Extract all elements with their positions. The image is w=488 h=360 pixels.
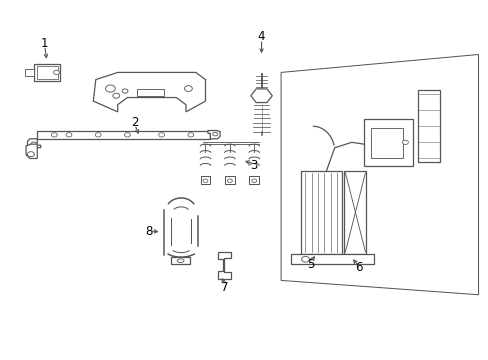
Bar xyxy=(200,176,210,184)
Text: 1: 1 xyxy=(41,37,48,50)
Bar xyxy=(249,176,259,184)
Circle shape xyxy=(251,179,256,183)
Circle shape xyxy=(51,133,57,137)
Circle shape xyxy=(31,142,37,146)
Polygon shape xyxy=(207,131,220,139)
Bar xyxy=(25,69,34,76)
Circle shape xyxy=(301,256,309,262)
Polygon shape xyxy=(417,90,439,162)
Polygon shape xyxy=(217,252,230,279)
Circle shape xyxy=(212,132,217,136)
Text: 6: 6 xyxy=(355,261,362,274)
Circle shape xyxy=(203,179,207,183)
Text: 2: 2 xyxy=(131,116,138,129)
Circle shape xyxy=(184,86,192,91)
Circle shape xyxy=(54,70,60,75)
Circle shape xyxy=(105,85,115,92)
Bar xyxy=(37,131,210,139)
Bar xyxy=(344,171,366,253)
Bar xyxy=(300,171,341,253)
Text: 3: 3 xyxy=(250,159,257,172)
Circle shape xyxy=(227,179,232,183)
Bar xyxy=(370,128,402,158)
Text: 8: 8 xyxy=(145,225,153,238)
Polygon shape xyxy=(281,54,478,295)
Circle shape xyxy=(122,89,128,93)
Bar xyxy=(290,254,373,264)
Circle shape xyxy=(187,133,193,137)
Bar xyxy=(363,119,412,166)
Text: 7: 7 xyxy=(221,281,228,294)
Text: 4: 4 xyxy=(257,30,265,43)
Circle shape xyxy=(27,152,34,157)
Bar xyxy=(137,89,163,96)
Text: 5: 5 xyxy=(306,258,313,271)
Bar xyxy=(171,257,189,264)
Bar xyxy=(34,64,61,81)
Circle shape xyxy=(95,133,101,137)
Circle shape xyxy=(124,133,130,137)
Circle shape xyxy=(113,93,120,98)
Circle shape xyxy=(402,140,407,144)
Ellipse shape xyxy=(177,259,183,262)
Polygon shape xyxy=(27,139,41,148)
Polygon shape xyxy=(93,72,205,112)
Circle shape xyxy=(66,133,72,137)
Bar xyxy=(37,66,58,79)
Bar xyxy=(224,176,234,184)
Polygon shape xyxy=(26,144,37,158)
Circle shape xyxy=(158,133,164,137)
